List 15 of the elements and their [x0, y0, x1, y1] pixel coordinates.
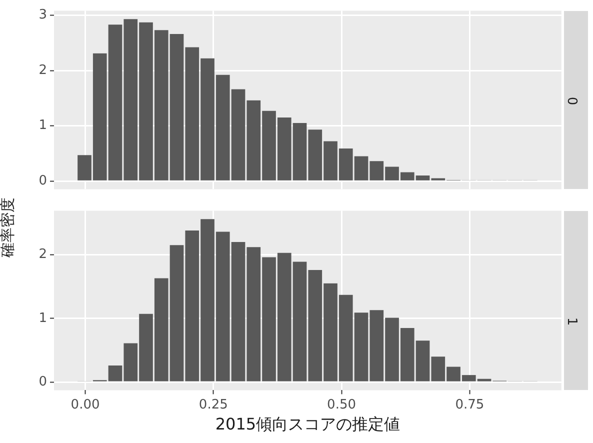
x-tick-label: 0.75 — [455, 397, 484, 412]
text: 0 — [564, 96, 579, 106]
x-tick-label: 0.25 — [198, 397, 228, 412]
y-tick-label: 0 — [38, 173, 47, 188]
x-tick-label: 0.50 — [327, 397, 356, 412]
y-tick-label: 2 — [38, 62, 47, 78]
y-tick-label: 3 — [38, 8, 47, 23]
y-tick-label: 2 — [38, 247, 47, 262]
y-tick-label: 1 — [38, 118, 47, 134]
x-tick-label: 0.00 — [70, 397, 100, 412]
x-axis-title: 2015傾向スコアの推定値 — [215, 414, 400, 434]
y-axis-title: 確率密度 — [0, 198, 18, 258]
y-tick-label: 1 — [38, 310, 47, 326]
text: 1 — [564, 317, 579, 326]
y-tick-label: 0 — [38, 374, 47, 390]
